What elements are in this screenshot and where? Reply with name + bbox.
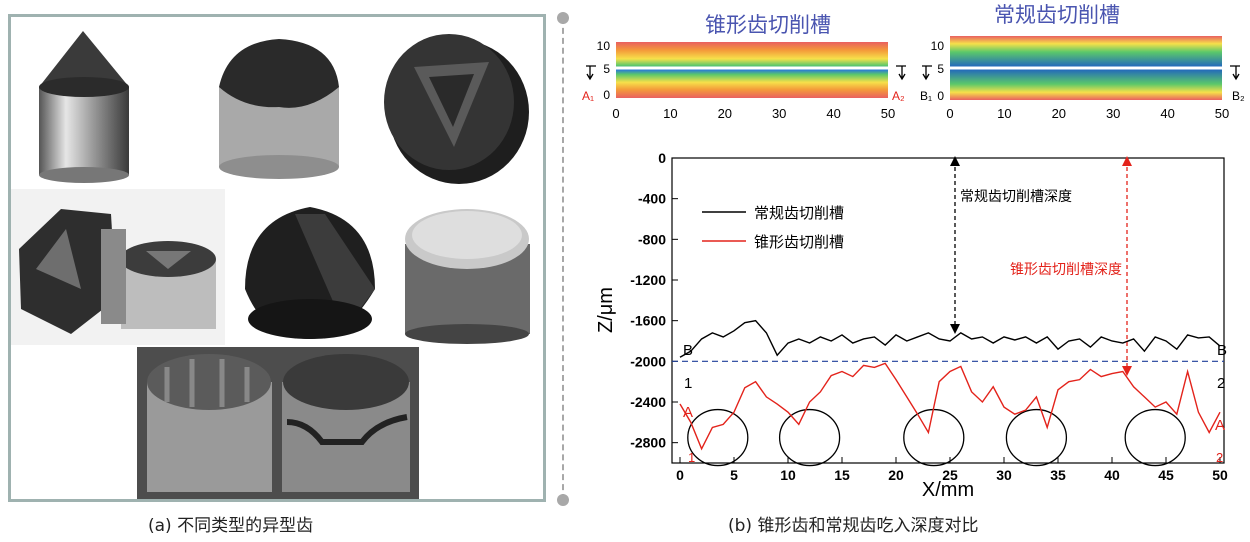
map-left-heatmap <box>616 42 888 98</box>
photo-wedge-cutter <box>225 189 391 345</box>
map-right-section-end: B₂ <box>1232 89 1245 103</box>
x-tick-label: 25 <box>942 467 958 483</box>
map-left-xtick: 30 <box>772 106 786 121</box>
map-left-xtick: 10 <box>663 106 677 121</box>
map-left-xtick: 40 <box>826 106 840 121</box>
depth-annot-black: 常规齿切削槽深度 <box>960 188 1072 204</box>
map-left-title: 锥形齿切削槽 <box>705 14 831 37</box>
map-left-ytick: 10 <box>597 39 611 53</box>
panel-a-caption: (a) 不同类型的异型齿 <box>148 516 314 536</box>
map-left-section-arrow-icon <box>586 65 596 81</box>
y-tick-label: -1600 <box>630 313 666 329</box>
map-left-xtick: 50 <box>881 106 895 121</box>
series-line-conical <box>679 362 1221 451</box>
photo-grooved-cutters <box>137 347 419 499</box>
legend-label-conventional: 常规齿切削槽 <box>754 205 844 222</box>
y-axis-title: Z/μm <box>595 287 617 333</box>
x-tick-label: 40 <box>1104 467 1120 483</box>
wear-circle <box>687 408 749 467</box>
divider-bottom-dot <box>557 494 569 506</box>
photo-triangle-cutters-pair <box>11 189 225 345</box>
wear-circle <box>778 408 841 467</box>
map-right-title: 常规齿切削槽 <box>994 4 1120 27</box>
x-tick-label: 45 <box>1158 467 1174 483</box>
photo-conical-cutter <box>11 17 189 187</box>
photo-dome-cutter <box>391 189 543 345</box>
map-right-xtick: 30 <box>1106 106 1120 121</box>
wear-circle <box>903 408 965 467</box>
label-a-right: A <box>1215 417 1225 434</box>
photo-triangle-face-cutter <box>369 17 543 187</box>
map-left-ytick: 5 <box>603 62 610 76</box>
x-tick-label: 20 <box>888 467 904 483</box>
map-right-ytick: 5 <box>937 62 944 76</box>
map-left-xtick: 20 <box>718 106 732 121</box>
x-tick-label: 15 <box>834 467 850 483</box>
x-tick-label: 5 <box>730 467 738 483</box>
map-right-xtick: 10 <box>997 106 1011 121</box>
label-1: 1 <box>684 375 692 392</box>
label-2-red: 2 <box>1216 450 1223 465</box>
profile-chart: 0 -400 -800 -1200 -1600 -2000 -2400 -2800 0 5 10 1… <box>595 150 1228 501</box>
map-right-xtick: 0 <box>946 106 953 121</box>
map-left-section-end: A₂ <box>892 89 905 103</box>
map-left-section-start: A₁ <box>582 89 594 103</box>
map-left-section-arrow-icon <box>896 65 906 81</box>
map-right-xtick: 20 <box>1052 106 1066 121</box>
map-left-xtick: 0 <box>612 106 619 121</box>
x-axis-title: X/mm <box>922 479 974 501</box>
depth-annot-red: 锥形齿切削槽深度 <box>1010 261 1122 277</box>
legend-label-conical: 锥形齿切削槽 <box>754 234 844 251</box>
panel-b-caption: (b) 锥形齿和常规齿吃入深度对比 <box>728 516 979 536</box>
wear-circle <box>1124 408 1186 467</box>
map-left-ytick: 0 <box>603 88 610 102</box>
divider-top-dot <box>557 12 569 24</box>
map-right-section-arrow-icon <box>922 65 932 81</box>
y-tick-label: -2800 <box>630 435 666 451</box>
label-2: 2 <box>1217 375 1225 392</box>
x-tick-label: 0 <box>676 467 684 483</box>
wear-circle <box>1005 408 1068 467</box>
photo-ridge-cutter <box>189 17 369 187</box>
label-1-red: 1 <box>688 450 695 465</box>
panel-b-figure: 锥形齿切削槽 10 5 0 A₁ A₂ 0 10 20 30 40 50 常规齿切削槽 1… <box>582 4 1245 501</box>
y-tick-label: 0 <box>658 150 666 166</box>
label-a-left: A <box>683 404 693 421</box>
panel-a-photo-frame <box>8 14 546 502</box>
map-right-ytick: 0 <box>937 89 944 103</box>
panel-divider <box>562 18 564 500</box>
x-tick-label: 50 <box>1212 467 1228 483</box>
map-right-section-start: B₁ <box>920 89 932 103</box>
y-tick-label: -2000 <box>630 353 666 369</box>
x-tick-label: 30 <box>996 467 1012 483</box>
x-tick-label: 35 <box>1050 467 1066 483</box>
label-b-right: B <box>1217 342 1227 359</box>
map-right-section-arrow-icon <box>1230 65 1240 81</box>
y-tick-label: -400 <box>638 191 666 207</box>
plot-frame <box>671 157 1225 464</box>
y-tick-label: -1200 <box>630 272 666 288</box>
label-b-left: B <box>683 342 693 359</box>
map-right-xtick: 40 <box>1160 106 1174 121</box>
map-right-xtick: 50 <box>1215 106 1229 121</box>
map-right-ytick: 10 <box>931 39 945 53</box>
y-tick-label: -800 <box>638 231 666 247</box>
y-tick-label: -2400 <box>630 394 666 410</box>
x-tick-label: 10 <box>780 467 796 483</box>
series-line-conventional <box>679 319 1221 358</box>
